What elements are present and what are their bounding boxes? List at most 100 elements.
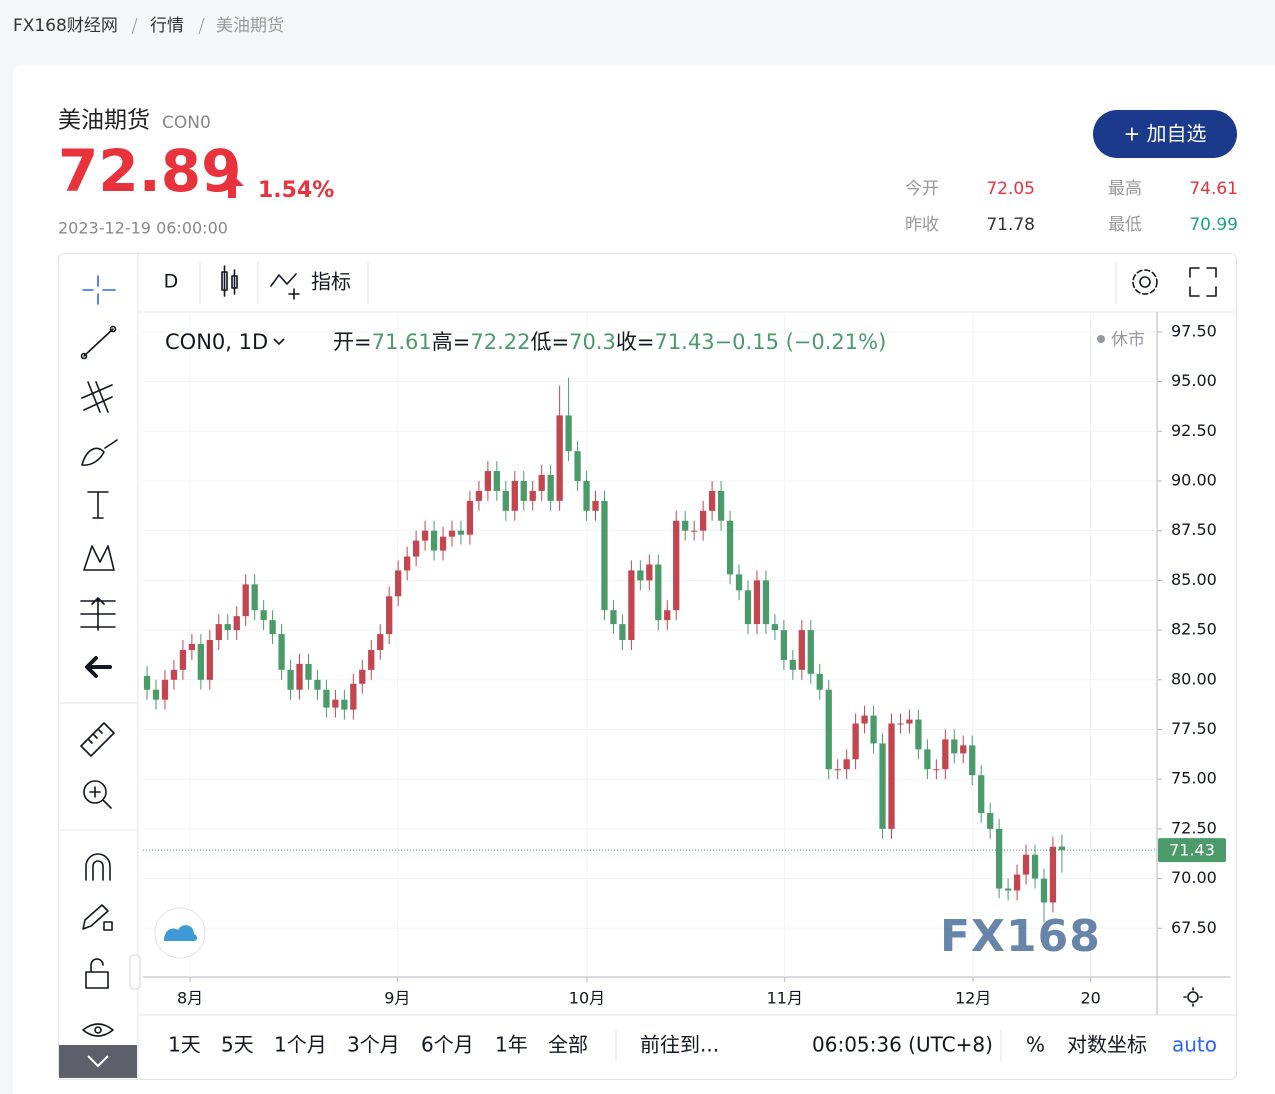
candle-body xyxy=(233,616,240,631)
range-button[interactable]: 1天 xyxy=(168,1033,201,1057)
timestamp: 2023-12-19 06:00:00 xyxy=(58,219,228,238)
legend-ohlc: 开=71.61高=72.22低=70.3收=71.43−0.15 (−0.21%… xyxy=(333,330,886,354)
candle-body xyxy=(1022,854,1030,875)
visibility-tool[interactable] xyxy=(82,1023,114,1037)
candle-body xyxy=(1031,854,1039,879)
candle-body xyxy=(287,669,294,690)
candle-body xyxy=(942,739,949,770)
legend-symbol[interactable]: CON0, 1D xyxy=(165,330,268,354)
chart-type-button[interactable] xyxy=(221,265,238,297)
ruler-tool[interactable] xyxy=(80,722,115,757)
candle-body xyxy=(251,584,258,611)
range-button[interactable]: 1个月 xyxy=(274,1033,327,1057)
pattern-tool[interactable] xyxy=(83,545,115,571)
axis-settings[interactable] xyxy=(1183,987,1203,1007)
range-button[interactable]: 3个月 xyxy=(347,1033,400,1057)
percent-toggle[interactable]: % xyxy=(1026,1033,1045,1057)
candle-body xyxy=(619,624,626,641)
candle-body xyxy=(260,610,267,621)
expand-tools-button[interactable] xyxy=(59,1045,137,1078)
clock: 06:05:36 (UTC+8) xyxy=(812,1033,993,1057)
candle-body xyxy=(601,500,608,611)
auto-toggle[interactable]: auto xyxy=(1172,1033,1217,1057)
x-tick-label: 20 xyxy=(1080,989,1100,1008)
legend-value: 71.61 xyxy=(372,330,432,354)
candle-body xyxy=(493,471,500,491)
indicators-button[interactable]: 指标 xyxy=(311,270,351,294)
y-tick-label: 87.50 xyxy=(1171,520,1217,539)
settings-button[interactable] xyxy=(1132,269,1158,295)
candle-body xyxy=(825,689,832,770)
candle-body xyxy=(412,540,420,557)
candle-body xyxy=(628,570,635,641)
market-status: 休市 xyxy=(1111,330,1145,350)
zoom-cross xyxy=(89,786,112,809)
candle-body xyxy=(466,500,474,535)
change-pct: 1.54% xyxy=(258,178,334,203)
candle-body xyxy=(762,580,770,625)
chevron xyxy=(87,1055,109,1068)
collapse-handle[interactable] xyxy=(129,954,141,990)
stat-label: 最低 xyxy=(1108,215,1142,235)
candle-body xyxy=(664,610,671,621)
candle-body xyxy=(350,683,357,710)
range-button[interactable]: 全部 xyxy=(548,1033,588,1057)
candle-body xyxy=(897,723,904,725)
legend-value: 70.3 xyxy=(569,330,616,354)
log-toggle[interactable]: 对数坐标 xyxy=(1067,1033,1147,1057)
candle-body xyxy=(341,699,348,710)
y-tick-label: 95.00 xyxy=(1171,371,1217,390)
text-tool[interactable] xyxy=(87,491,109,519)
candle-body xyxy=(323,689,330,708)
candle-body xyxy=(969,745,976,776)
lock-drawing-tool[interactable] xyxy=(82,904,113,931)
stat-value: 74.61 xyxy=(1189,179,1238,199)
candle-body xyxy=(610,610,617,625)
title: 美油期货 xyxy=(58,108,150,134)
range-button[interactable]: 5天 xyxy=(221,1033,254,1057)
y-tick-label: 85.00 xyxy=(1171,570,1217,589)
measure-tool[interactable] xyxy=(80,597,116,631)
last-price-box xyxy=(1158,838,1226,863)
candle-body xyxy=(583,480,590,511)
candle-body xyxy=(161,679,169,700)
candle-body xyxy=(215,624,222,641)
candle-body xyxy=(879,743,886,829)
legend-label: 低= xyxy=(530,330,569,354)
fib-tool[interactable] xyxy=(81,381,113,413)
crosshair-tool[interactable] xyxy=(82,275,116,305)
unlock-tool[interactable] xyxy=(85,958,109,989)
legend-label: 开= xyxy=(333,330,372,354)
candle-body xyxy=(753,580,761,625)
candle-body xyxy=(278,634,285,670)
symbol-dropdown[interactable] xyxy=(273,338,285,346)
candle-body xyxy=(1040,878,1048,903)
magnet-tool[interactable] xyxy=(85,853,111,881)
candle-body xyxy=(888,723,895,829)
range-button[interactable]: 6个月 xyxy=(421,1033,474,1057)
candle-body xyxy=(377,634,384,650)
breadcrumb-home[interactable]: FX168财经网 xyxy=(13,16,118,36)
candle-body xyxy=(870,715,877,744)
candle-body xyxy=(915,719,922,750)
legend-value: 71.43 xyxy=(654,330,714,354)
brush-tool[interactable] xyxy=(81,439,118,466)
back-tool[interactable] xyxy=(85,656,112,678)
trendline-tool[interactable] xyxy=(83,328,114,357)
legend-value: 72.22 xyxy=(470,330,530,354)
logo-cloud xyxy=(164,925,197,941)
indicator-icon[interactable] xyxy=(270,273,300,300)
breadcrumb-market[interactable]: 行情 xyxy=(150,16,184,36)
interval-button[interactable]: D xyxy=(164,271,179,293)
zoom-tool[interactable] xyxy=(83,780,107,804)
candle-body xyxy=(995,828,1003,889)
add-watchlist-button[interactable] xyxy=(1093,110,1237,158)
separator xyxy=(198,17,205,35)
goto-button[interactable]: 前往到... xyxy=(640,1033,719,1057)
candle-body xyxy=(717,490,725,521)
fullscreen-button[interactable] xyxy=(1189,267,1217,297)
y-tick-label: 90.00 xyxy=(1171,470,1217,489)
candle-body xyxy=(1004,888,1012,891)
range-button[interactable]: 1年 xyxy=(495,1033,528,1057)
candle-body xyxy=(646,564,653,581)
